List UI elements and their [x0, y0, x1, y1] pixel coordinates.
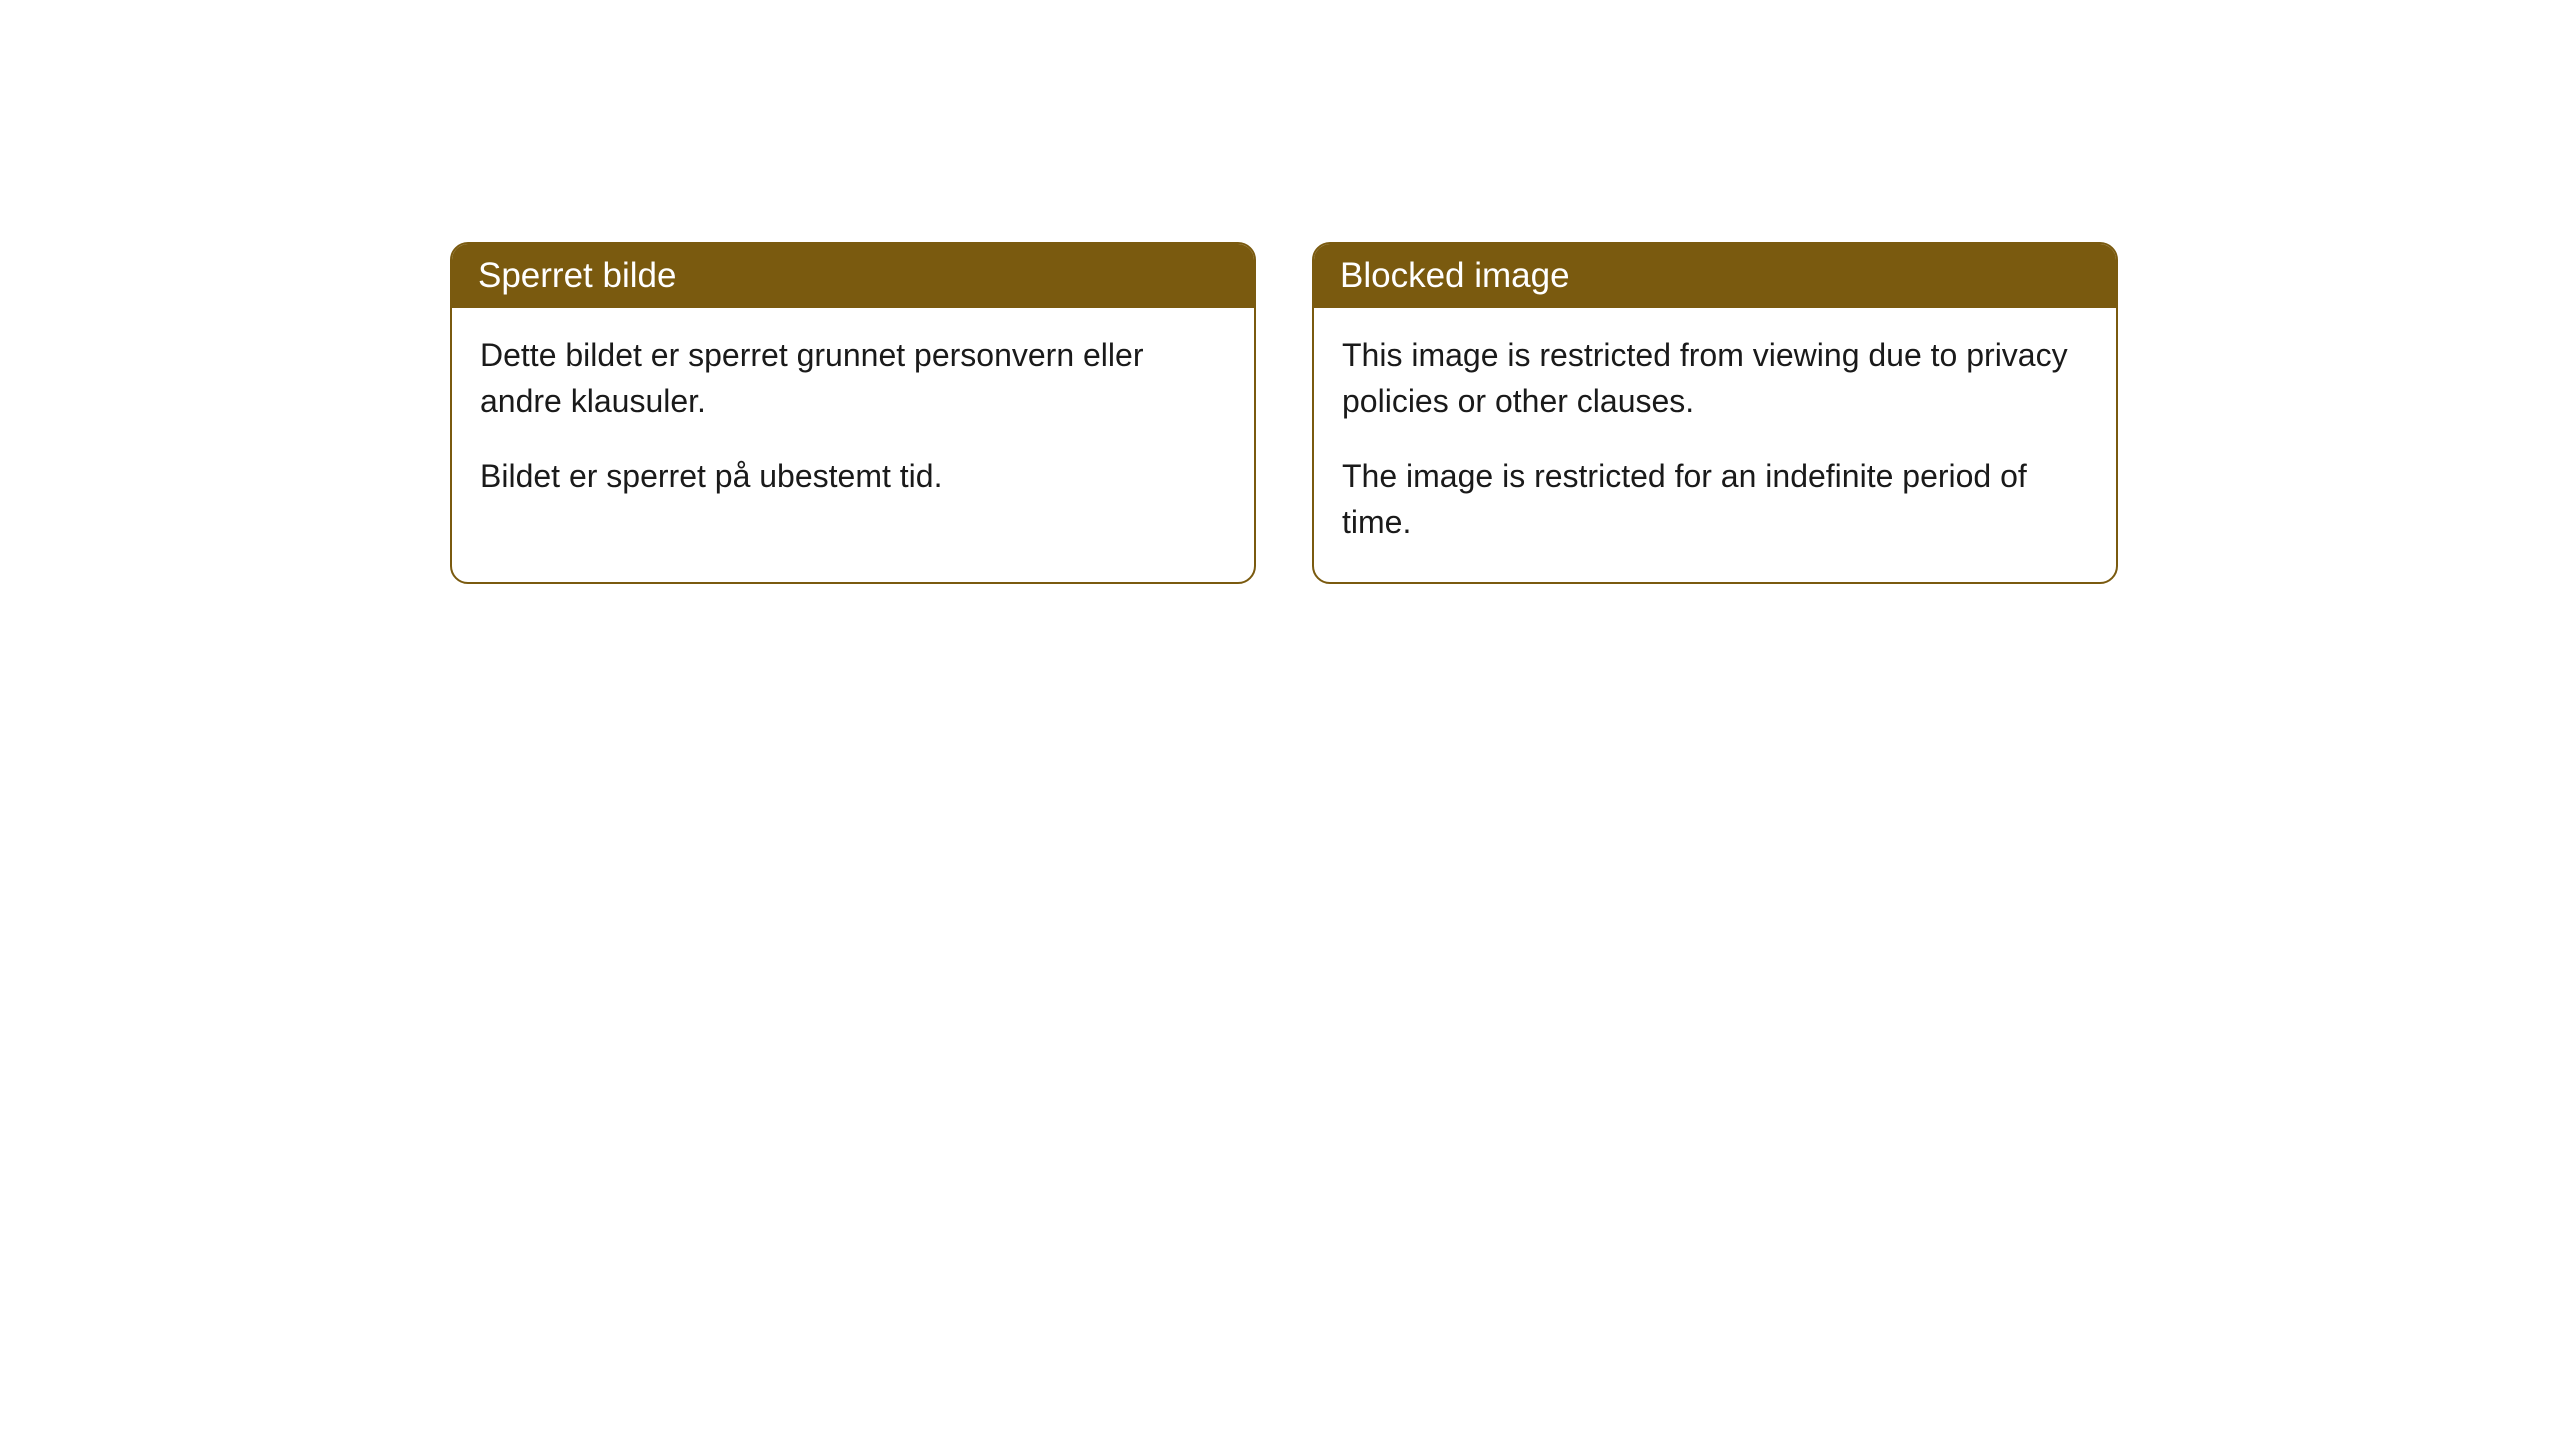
- notice-title: Blocked image: [1340, 256, 1570, 295]
- notice-paragraph: This image is restricted from viewing du…: [1342, 332, 2088, 425]
- notice-container: Sperret bilde Dette bildet er sperret gr…: [450, 242, 2118, 584]
- notice-paragraph: Bildet er sperret på ubestemt tid.: [480, 453, 1226, 499]
- notice-header: Sperret bilde: [452, 244, 1254, 308]
- notice-body: This image is restricted from viewing du…: [1314, 308, 2116, 582]
- notice-box-norwegian: Sperret bilde Dette bildet er sperret gr…: [450, 242, 1256, 584]
- notice-title: Sperret bilde: [478, 256, 676, 295]
- notice-header: Blocked image: [1314, 244, 2116, 308]
- notice-body: Dette bildet er sperret grunnet personve…: [452, 308, 1254, 535]
- notice-box-english: Blocked image This image is restricted f…: [1312, 242, 2118, 584]
- notice-paragraph: The image is restricted for an indefinit…: [1342, 453, 2088, 546]
- notice-paragraph: Dette bildet er sperret grunnet personve…: [480, 332, 1226, 425]
